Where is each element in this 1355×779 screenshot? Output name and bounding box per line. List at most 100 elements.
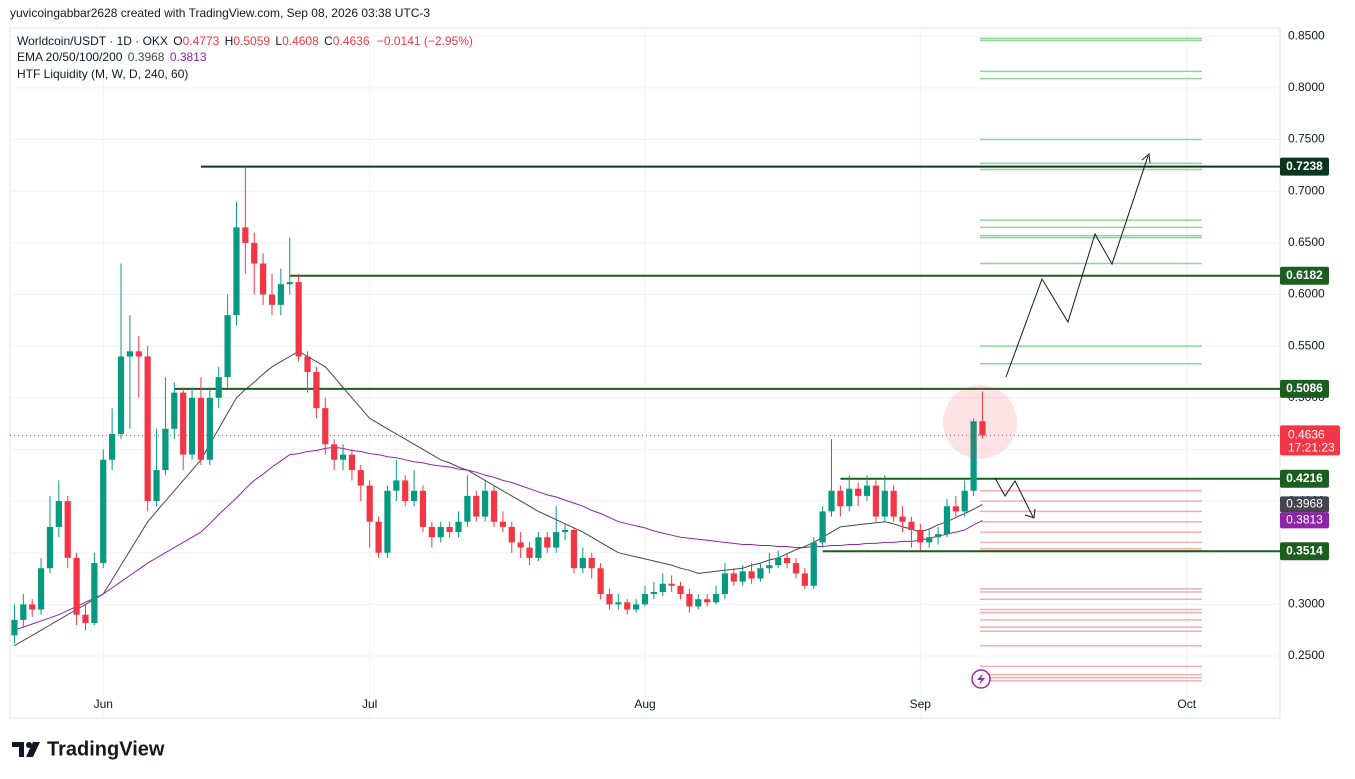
candle-body (695, 599, 702, 607)
y-tick-label: 0.5500 (1288, 338, 1325, 352)
y-tick-label: 0.8500 (1288, 28, 1325, 42)
y-tick-label: 0.7000 (1288, 183, 1325, 197)
indicator-label: EMA 20/50/100/200 (17, 50, 123, 64)
candle-body (739, 571, 746, 582)
candle-body (91, 563, 98, 623)
candle-body (153, 470, 160, 502)
candle-body (37, 568, 45, 610)
logo-dot (26, 742, 32, 748)
symbol: Worldcoin/USDT · 1D · OKX (17, 34, 168, 48)
candle-body (934, 534, 942, 538)
candle-body (508, 526, 515, 543)
y-tick-label: 0.3000 (1288, 597, 1325, 611)
candle-body (180, 392, 187, 455)
candle-body (366, 485, 373, 522)
ohlc-value: 0.5059 (233, 34, 270, 48)
candle-body (712, 594, 720, 603)
level-label: 0.6182 (1286, 268, 1323, 282)
y-tick-label: 0.8000 (1288, 80, 1325, 94)
x-tick-label: Sep (910, 697, 932, 711)
axis-layer: 0.25000.30000.35000.40000.45000.50000.55… (94, 28, 1340, 711)
candle-body (526, 547, 533, 558)
candle-body (437, 526, 444, 538)
candle-body (517, 542, 524, 548)
candle-body (899, 516, 906, 522)
ema-label: 0.3968 (1286, 497, 1323, 511)
level-label: 0.7238 (1286, 159, 1323, 173)
candle-body (846, 488, 853, 507)
candle-body (162, 428, 169, 471)
candle-body (917, 530, 924, 543)
x-tick-label: Jul (362, 697, 377, 711)
candle-body (970, 421, 977, 491)
candle-body (82, 614, 89, 623)
y-tick-label: 0.2500 (1288, 648, 1325, 662)
candle-body (766, 565, 773, 569)
candle-body (588, 557, 595, 569)
candle-body (730, 573, 737, 582)
candle-body (659, 583, 666, 592)
candle-body (348, 454, 356, 471)
ohlc-value: 0.4773 (183, 34, 220, 48)
candle-body (704, 599, 711, 603)
ohlc-value: 0.4636 (333, 34, 370, 48)
ohlc-label: L (275, 34, 282, 48)
candle-body (206, 397, 213, 460)
candle-body (197, 397, 205, 460)
arrow-head (1141, 153, 1151, 164)
candle-body (482, 490, 489, 517)
price-label: 0.4636 (1288, 428, 1325, 442)
candle-body (331, 444, 338, 460)
candle-body (828, 490, 835, 512)
candle-body (11, 619, 18, 636)
candle-body (171, 392, 178, 429)
x-tick-label: Jun (94, 697, 113, 711)
ema-label: 0.3813 (1286, 513, 1323, 527)
candle-body (402, 480, 409, 502)
candle-body (535, 537, 542, 558)
candle-body (419, 490, 427, 527)
ohlc-label: O (173, 34, 182, 48)
candle-body (215, 377, 222, 398)
candle-body (615, 602, 622, 605)
candle-body (20, 604, 27, 620)
candle-body (810, 542, 817, 586)
candle-body (881, 490, 888, 517)
price-box (1280, 425, 1340, 456)
ohlc-value: 0.4608 (282, 34, 319, 48)
candle-body (544, 537, 551, 548)
arrow-head (1024, 508, 1036, 519)
ema-box (1280, 496, 1329, 513)
candle-body (464, 495, 471, 522)
alert-icon[interactable] (971, 669, 991, 689)
legend-ohlc: Worldcoin/USDT · 1D · OKX O0.4773 H0.505… (17, 34, 473, 48)
level-box (1280, 469, 1329, 488)
level-label: 0.4216 (1286, 471, 1323, 485)
candle-body (428, 526, 435, 538)
candle-body (100, 459, 107, 564)
legend-liquidity: HTF Liquidity (M, W, D, 240, 60) (17, 67, 188, 81)
candle-body (819, 511, 826, 543)
level-label: 0.3514 (1286, 543, 1323, 557)
candle-body (872, 485, 880, 517)
candle-body (561, 530, 569, 533)
candle-body (64, 501, 71, 558)
candle-body (597, 568, 604, 595)
candle-body (455, 521, 462, 533)
level-box (1280, 542, 1329, 561)
candle-body (233, 227, 240, 316)
brand-text: TradingView (47, 738, 165, 760)
candle-body (446, 526, 453, 533)
candle-body (135, 351, 142, 357)
candle-body (384, 490, 391, 553)
candle-body (313, 371, 320, 409)
ohlc-label: H (225, 34, 234, 48)
candle-body (943, 506, 951, 535)
candle-body (952, 506, 959, 512)
candle-body (251, 242, 258, 264)
candle-body (242, 227, 249, 243)
candle-body (295, 282, 302, 357)
candle-body (890, 490, 897, 517)
candle-body (357, 470, 364, 486)
